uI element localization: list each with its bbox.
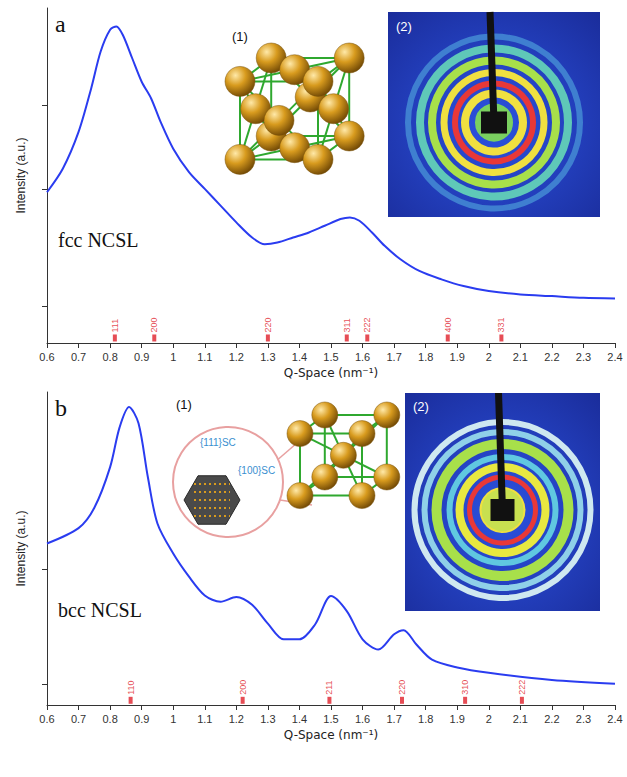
svg-text:2.4: 2.4 bbox=[607, 351, 622, 363]
svg-text:1.5: 1.5 bbox=[323, 351, 338, 363]
svg-text:bcc NCSL: bcc NCSL bbox=[58, 599, 142, 621]
svg-text:0.7: 0.7 bbox=[71, 713, 86, 725]
svg-text:2.1: 2.1 bbox=[513, 713, 528, 725]
svg-text:Intensity (a.u.): Intensity (a.u.) bbox=[14, 137, 28, 213]
svg-text:1.3: 1.3 bbox=[260, 351, 275, 363]
svg-text:Q-Space (nm⁻¹): Q-Space (nm⁻¹) bbox=[284, 728, 378, 742]
svg-text:200: 200 bbox=[149, 317, 159, 332]
svg-text:(1): (1) bbox=[176, 397, 192, 412]
svg-text:1.8: 1.8 bbox=[418, 713, 433, 725]
svg-text:Q-Space (nm⁻¹): Q-Space (nm⁻¹) bbox=[284, 366, 378, 380]
svg-text:0.8: 0.8 bbox=[102, 351, 117, 363]
svg-text:222: 222 bbox=[362, 317, 372, 332]
svg-text:311: 311 bbox=[342, 318, 352, 332]
svg-text:{111}SC: {111}SC bbox=[200, 437, 236, 448]
svg-text:1.9: 1.9 bbox=[450, 351, 465, 363]
svg-text:1.5: 1.5 bbox=[323, 713, 338, 725]
svg-text:fcc NCSL: fcc NCSL bbox=[58, 229, 139, 251]
svg-text:111: 111 bbox=[110, 319, 120, 333]
svg-text:0.6: 0.6 bbox=[39, 713, 54, 725]
svg-text:(1): (1) bbox=[232, 29, 248, 44]
svg-text:2: 2 bbox=[486, 713, 492, 725]
svg-text:400: 400 bbox=[443, 317, 453, 332]
svg-text:1.6: 1.6 bbox=[355, 713, 370, 725]
svg-text:2.3: 2.3 bbox=[576, 351, 591, 363]
svg-text:2.4: 2.4 bbox=[607, 713, 622, 725]
svg-text:1.7: 1.7 bbox=[386, 713, 401, 725]
svg-text:1.6: 1.6 bbox=[355, 351, 370, 363]
svg-text:0.9: 0.9 bbox=[134, 713, 149, 725]
svg-text:310: 310 bbox=[460, 680, 470, 695]
svg-text:(2): (2) bbox=[413, 399, 429, 414]
svg-text:1.9: 1.9 bbox=[450, 713, 465, 725]
svg-text:110: 110 bbox=[126, 680, 136, 694]
svg-text:222: 222 bbox=[517, 680, 527, 695]
svg-text:1.3: 1.3 bbox=[260, 713, 275, 725]
svg-text:1: 1 bbox=[170, 713, 176, 725]
svg-text:0.9: 0.9 bbox=[134, 351, 149, 363]
svg-text:1.4: 1.4 bbox=[292, 713, 307, 725]
svg-text:1.8: 1.8 bbox=[418, 351, 433, 363]
svg-text:1: 1 bbox=[170, 351, 176, 363]
svg-text:1.7: 1.7 bbox=[386, 351, 401, 363]
svg-text:(2): (2) bbox=[396, 19, 412, 34]
svg-text:2: 2 bbox=[486, 351, 492, 363]
svg-text:331: 331 bbox=[496, 317, 506, 332]
svg-text:2.1: 2.1 bbox=[513, 351, 528, 363]
svg-text:0.8: 0.8 bbox=[102, 713, 117, 725]
svg-text:0.6: 0.6 bbox=[39, 351, 54, 363]
svg-text:1.2: 1.2 bbox=[229, 713, 244, 725]
svg-text:{100}SC: {100}SC bbox=[238, 465, 275, 476]
svg-text:0.7: 0.7 bbox=[71, 351, 86, 363]
svg-text:1.1: 1.1 bbox=[197, 351, 212, 363]
svg-text:Intensity (a.u.): Intensity (a.u.) bbox=[14, 510, 28, 586]
svg-text:1.1: 1.1 bbox=[197, 713, 212, 725]
svg-text:220: 220 bbox=[263, 317, 273, 332]
svg-text:2.2: 2.2 bbox=[544, 351, 559, 363]
svg-text:211: 211 bbox=[324, 680, 334, 694]
svg-text:2.3: 2.3 bbox=[576, 713, 591, 725]
svg-text:2.2: 2.2 bbox=[544, 713, 559, 725]
svg-text:1.4: 1.4 bbox=[292, 351, 307, 363]
svg-text:a: a bbox=[55, 11, 66, 37]
svg-text:1.2: 1.2 bbox=[229, 351, 244, 363]
svg-text:200: 200 bbox=[238, 680, 248, 695]
svg-text:220: 220 bbox=[397, 680, 407, 695]
svg-text:b: b bbox=[55, 395, 67, 421]
